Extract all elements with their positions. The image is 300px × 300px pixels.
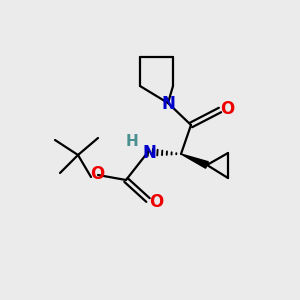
Text: N: N — [142, 144, 156, 162]
Text: O: O — [220, 100, 234, 118]
Text: H: H — [126, 134, 138, 148]
Text: N: N — [161, 95, 175, 113]
Polygon shape — [181, 154, 208, 168]
Text: O: O — [149, 193, 163, 211]
Text: O: O — [90, 165, 104, 183]
